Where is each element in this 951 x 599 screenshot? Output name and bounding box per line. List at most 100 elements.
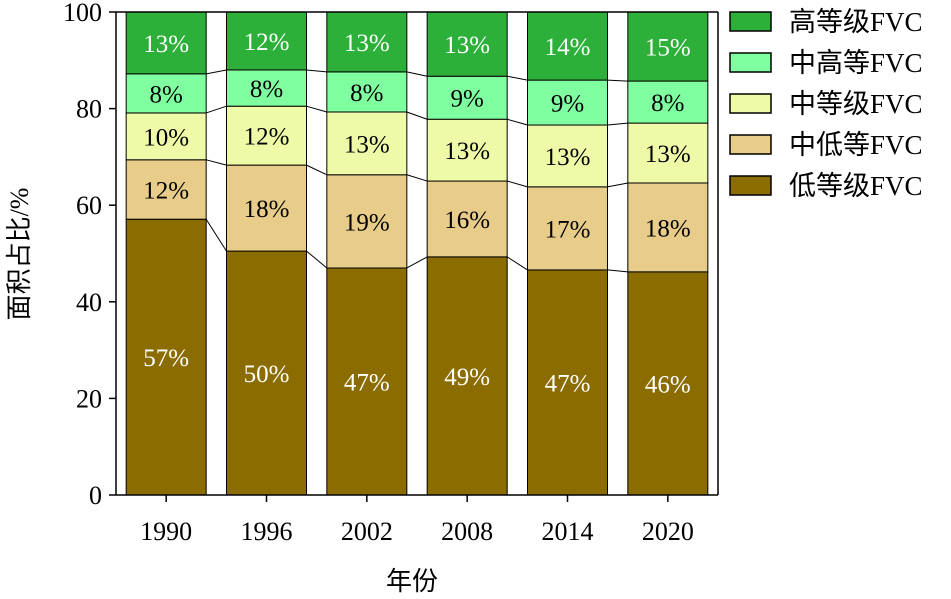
connector-line	[306, 250, 328, 269]
legend-swatch	[729, 93, 772, 114]
bar-segment	[426, 118, 508, 182]
bar-segment	[627, 11, 709, 82]
bar-segment	[226, 105, 307, 166]
data-label: 13%	[444, 138, 490, 165]
data-label: 17%	[545, 216, 591, 243]
data-label: 13%	[344, 131, 390, 158]
data-label: 13%	[344, 30, 390, 57]
data-label: 9%	[451, 86, 484, 113]
legend-label: 高等级FVC	[789, 7, 923, 37]
connector-line	[205, 218, 227, 252]
data-label: 8%	[150, 81, 183, 108]
x-tick-label: 2020	[642, 517, 694, 546]
data-label: 18%	[645, 215, 691, 242]
connector-line	[607, 122, 628, 126]
data-label: 19%	[344, 209, 390, 236]
bar-segment	[326, 111, 408, 176]
legend-swatch	[729, 52, 772, 73]
bar-segment	[426, 256, 508, 496]
x-tick-label: 1996	[241, 517, 293, 546]
bar-segment	[627, 182, 709, 273]
x-tick-label: 2002	[341, 517, 393, 546]
data-label: 13%	[545, 144, 591, 171]
bar-segment	[426, 11, 508, 77]
bar-segment	[125, 73, 207, 114]
legend-swatch	[729, 175, 772, 196]
connector-line	[306, 105, 327, 113]
x-tick-label: 1990	[140, 517, 192, 546]
y-axis-label: 面积占比/%	[5, 188, 34, 321]
y-tick-label: 80	[76, 95, 102, 124]
data-label: 13%	[444, 32, 490, 59]
data-label: 12%	[244, 29, 290, 56]
bar-segment	[426, 180, 508, 258]
bar-segment	[527, 11, 608, 81]
bar-segment	[627, 271, 709, 496]
connector-line	[507, 118, 528, 126]
bar-segment	[426, 75, 508, 120]
data-label: 46%	[645, 371, 691, 398]
data-label: 47%	[344, 369, 390, 396]
connector-line	[206, 159, 227, 166]
x-tick-label: 2008	[441, 517, 493, 546]
axes: 0 20 40 60 80 100 1990 1996 2002 2008 2014 2020	[63, 0, 719, 546]
bar-segment	[226, 250, 307, 496]
connector-line	[206, 105, 227, 114]
bar-segment	[527, 124, 608, 188]
data-label: 9%	[551, 91, 584, 118]
connector-lines	[205, 69, 628, 273]
bar-segment	[326, 267, 408, 496]
connector-line	[507, 180, 528, 188]
data-label: 15%	[645, 35, 691, 62]
bar-segment	[627, 122, 709, 184]
data-label: 49%	[444, 364, 490, 391]
connector-line	[406, 174, 428, 182]
connector-line	[306, 164, 328, 176]
legend: 高等级FVC 中高等FVC 中等级FVC 中低等FVC 低等级FVC	[729, 7, 923, 201]
connector-line	[406, 71, 428, 77]
connector-line	[607, 182, 628, 188]
bar-segment	[627, 80, 709, 124]
connector-line	[306, 69, 327, 73]
bar-segment	[226, 11, 307, 71]
legend-swatch	[729, 134, 772, 155]
legend-swatch	[729, 11, 772, 32]
y-tick-label: 40	[76, 288, 102, 317]
data-label: 50%	[244, 361, 290, 388]
data-label: 16%	[444, 207, 490, 234]
connector-line	[607, 269, 628, 273]
data-label: 10%	[143, 124, 189, 151]
bars: 57% 12% 10% 8% 13% 50% 18% 12% 8% 12% 47% 19% 13% 8% 1…	[125, 11, 709, 496]
connector-line	[406, 256, 428, 269]
data-label: 8%	[350, 80, 383, 107]
legend-label: 中等级FVC	[789, 89, 923, 119]
x-axis-label: 年份	[386, 567, 438, 596]
data-label: 8%	[250, 76, 283, 103]
bar-segment	[226, 69, 307, 107]
bar-segment	[326, 11, 408, 73]
data-label: 14%	[545, 34, 591, 61]
data-label: 12%	[244, 124, 290, 151]
bar-segment	[326, 174, 408, 269]
connector-line	[507, 75, 528, 81]
y-tick-label: 20	[76, 384, 102, 413]
legend-label: 中高等FVC	[789, 48, 923, 78]
connector-line	[607, 79, 628, 82]
y-tick-label: 0	[89, 481, 102, 510]
y-tick-label: 60	[76, 191, 102, 220]
data-label: 8%	[651, 90, 684, 117]
connector-line	[206, 69, 227, 75]
bar-segment	[226, 164, 307, 252]
x-tick-label: 2014	[542, 517, 594, 546]
y-tick-label: 100	[63, 0, 102, 27]
bar-segment	[527, 79, 608, 126]
connector-line	[406, 111, 428, 120]
bar-segment	[125, 11, 207, 75]
legend-label: 中低等FVC	[789, 130, 923, 160]
connector-line	[506, 256, 528, 271]
bar-segment	[527, 269, 608, 496]
data-label: 13%	[645, 141, 691, 168]
data-label: 13%	[143, 31, 189, 58]
data-label: 47%	[545, 370, 591, 397]
